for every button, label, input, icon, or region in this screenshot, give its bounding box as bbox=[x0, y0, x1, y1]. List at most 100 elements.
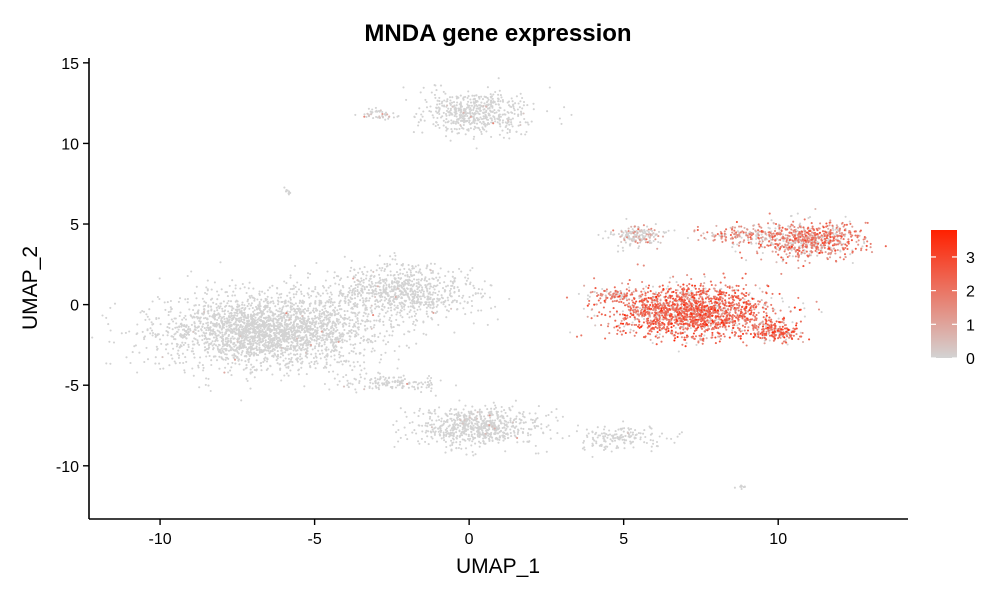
data-point bbox=[379, 358, 382, 361]
data-point bbox=[187, 325, 190, 328]
data-point bbox=[350, 329, 353, 332]
data-point bbox=[260, 369, 263, 372]
data-point bbox=[305, 342, 308, 345]
data-point bbox=[326, 324, 329, 327]
data-point bbox=[387, 307, 390, 310]
data-point bbox=[499, 94, 502, 97]
data-point bbox=[198, 361, 201, 364]
data-point bbox=[190, 270, 193, 273]
data-point bbox=[429, 262, 433, 265]
data-point bbox=[438, 282, 441, 285]
data-point bbox=[250, 322, 253, 325]
data-point bbox=[341, 363, 344, 366]
data-point bbox=[264, 356, 267, 359]
data-point bbox=[261, 319, 264, 323]
data-point bbox=[463, 119, 466, 122]
data-point bbox=[434, 110, 438, 113]
data-point bbox=[476, 117, 479, 120]
chart-title: MNDA gene expression bbox=[364, 20, 631, 47]
data-point bbox=[504, 450, 507, 453]
data-point bbox=[367, 289, 370, 292]
data-point bbox=[417, 121, 420, 124]
data-point bbox=[202, 323, 205, 326]
data-point bbox=[396, 304, 399, 307]
data-point bbox=[375, 319, 378, 322]
data-point bbox=[335, 349, 338, 352]
data-point bbox=[255, 347, 258, 350]
data-point bbox=[412, 283, 415, 287]
data-point bbox=[522, 440, 525, 443]
data-point bbox=[427, 385, 430, 388]
data-point bbox=[498, 123, 501, 126]
data-point bbox=[369, 381, 372, 384]
data-point bbox=[213, 312, 216, 315]
data-point bbox=[316, 309, 319, 312]
data-point bbox=[414, 381, 418, 384]
data-point bbox=[466, 114, 469, 118]
data-point bbox=[189, 314, 192, 317]
data-point bbox=[537, 425, 540, 428]
data-point bbox=[629, 440, 632, 443]
data-point bbox=[221, 345, 224, 348]
data-point bbox=[496, 121, 499, 124]
data-point bbox=[631, 433, 634, 436]
data-point bbox=[212, 330, 215, 333]
data-point bbox=[453, 421, 456, 424]
data-point bbox=[416, 319, 419, 322]
data-point bbox=[218, 355, 221, 358]
data-point bbox=[396, 323, 399, 326]
data-point bbox=[498, 133, 501, 136]
data-point bbox=[439, 267, 442, 270]
data-point bbox=[301, 346, 304, 349]
data-point bbox=[509, 105, 512, 108]
data-point bbox=[419, 271, 422, 275]
data-point bbox=[629, 442, 632, 445]
data-point bbox=[259, 327, 262, 330]
data-point bbox=[496, 117, 499, 120]
data-point bbox=[286, 294, 289, 297]
data-point bbox=[289, 352, 292, 355]
data-point bbox=[501, 121, 504, 124]
data-point bbox=[364, 304, 367, 307]
data-point bbox=[202, 317, 206, 320]
data-point bbox=[219, 305, 222, 308]
data-point bbox=[522, 100, 526, 104]
data-point bbox=[427, 383, 431, 386]
data-point bbox=[484, 124, 487, 127]
data-point bbox=[305, 373, 308, 376]
data-point bbox=[394, 278, 397, 281]
data-point bbox=[282, 354, 285, 357]
data-point bbox=[342, 292, 345, 295]
data-point bbox=[408, 316, 411, 319]
data-point bbox=[356, 290, 359, 293]
data-point bbox=[492, 101, 495, 104]
data-point bbox=[404, 293, 407, 296]
data-point bbox=[305, 309, 308, 312]
data-point bbox=[383, 268, 387, 271]
data-point bbox=[515, 95, 518, 98]
data-point bbox=[505, 124, 508, 127]
data-point bbox=[278, 337, 281, 340]
data-point bbox=[223, 317, 226, 321]
data-point bbox=[291, 360, 294, 364]
data-point bbox=[442, 300, 445, 304]
data-point bbox=[308, 304, 311, 308]
data-point bbox=[242, 318, 246, 321]
data-point bbox=[315, 320, 318, 323]
data-point bbox=[455, 95, 458, 98]
data-point bbox=[284, 320, 287, 323]
data-point bbox=[197, 366, 200, 369]
data-point bbox=[246, 325, 249, 328]
data-point bbox=[480, 95, 483, 98]
data-point bbox=[167, 314, 170, 317]
data-point bbox=[204, 383, 207, 386]
data-point bbox=[136, 323, 139, 326]
data-point bbox=[288, 334, 291, 337]
data-point bbox=[284, 351, 287, 354]
data-point bbox=[267, 349, 270, 352]
data-point bbox=[413, 388, 416, 391]
data-point bbox=[233, 345, 236, 348]
data-point bbox=[338, 331, 341, 335]
data-point bbox=[524, 421, 527, 424]
data-point bbox=[585, 428, 588, 431]
